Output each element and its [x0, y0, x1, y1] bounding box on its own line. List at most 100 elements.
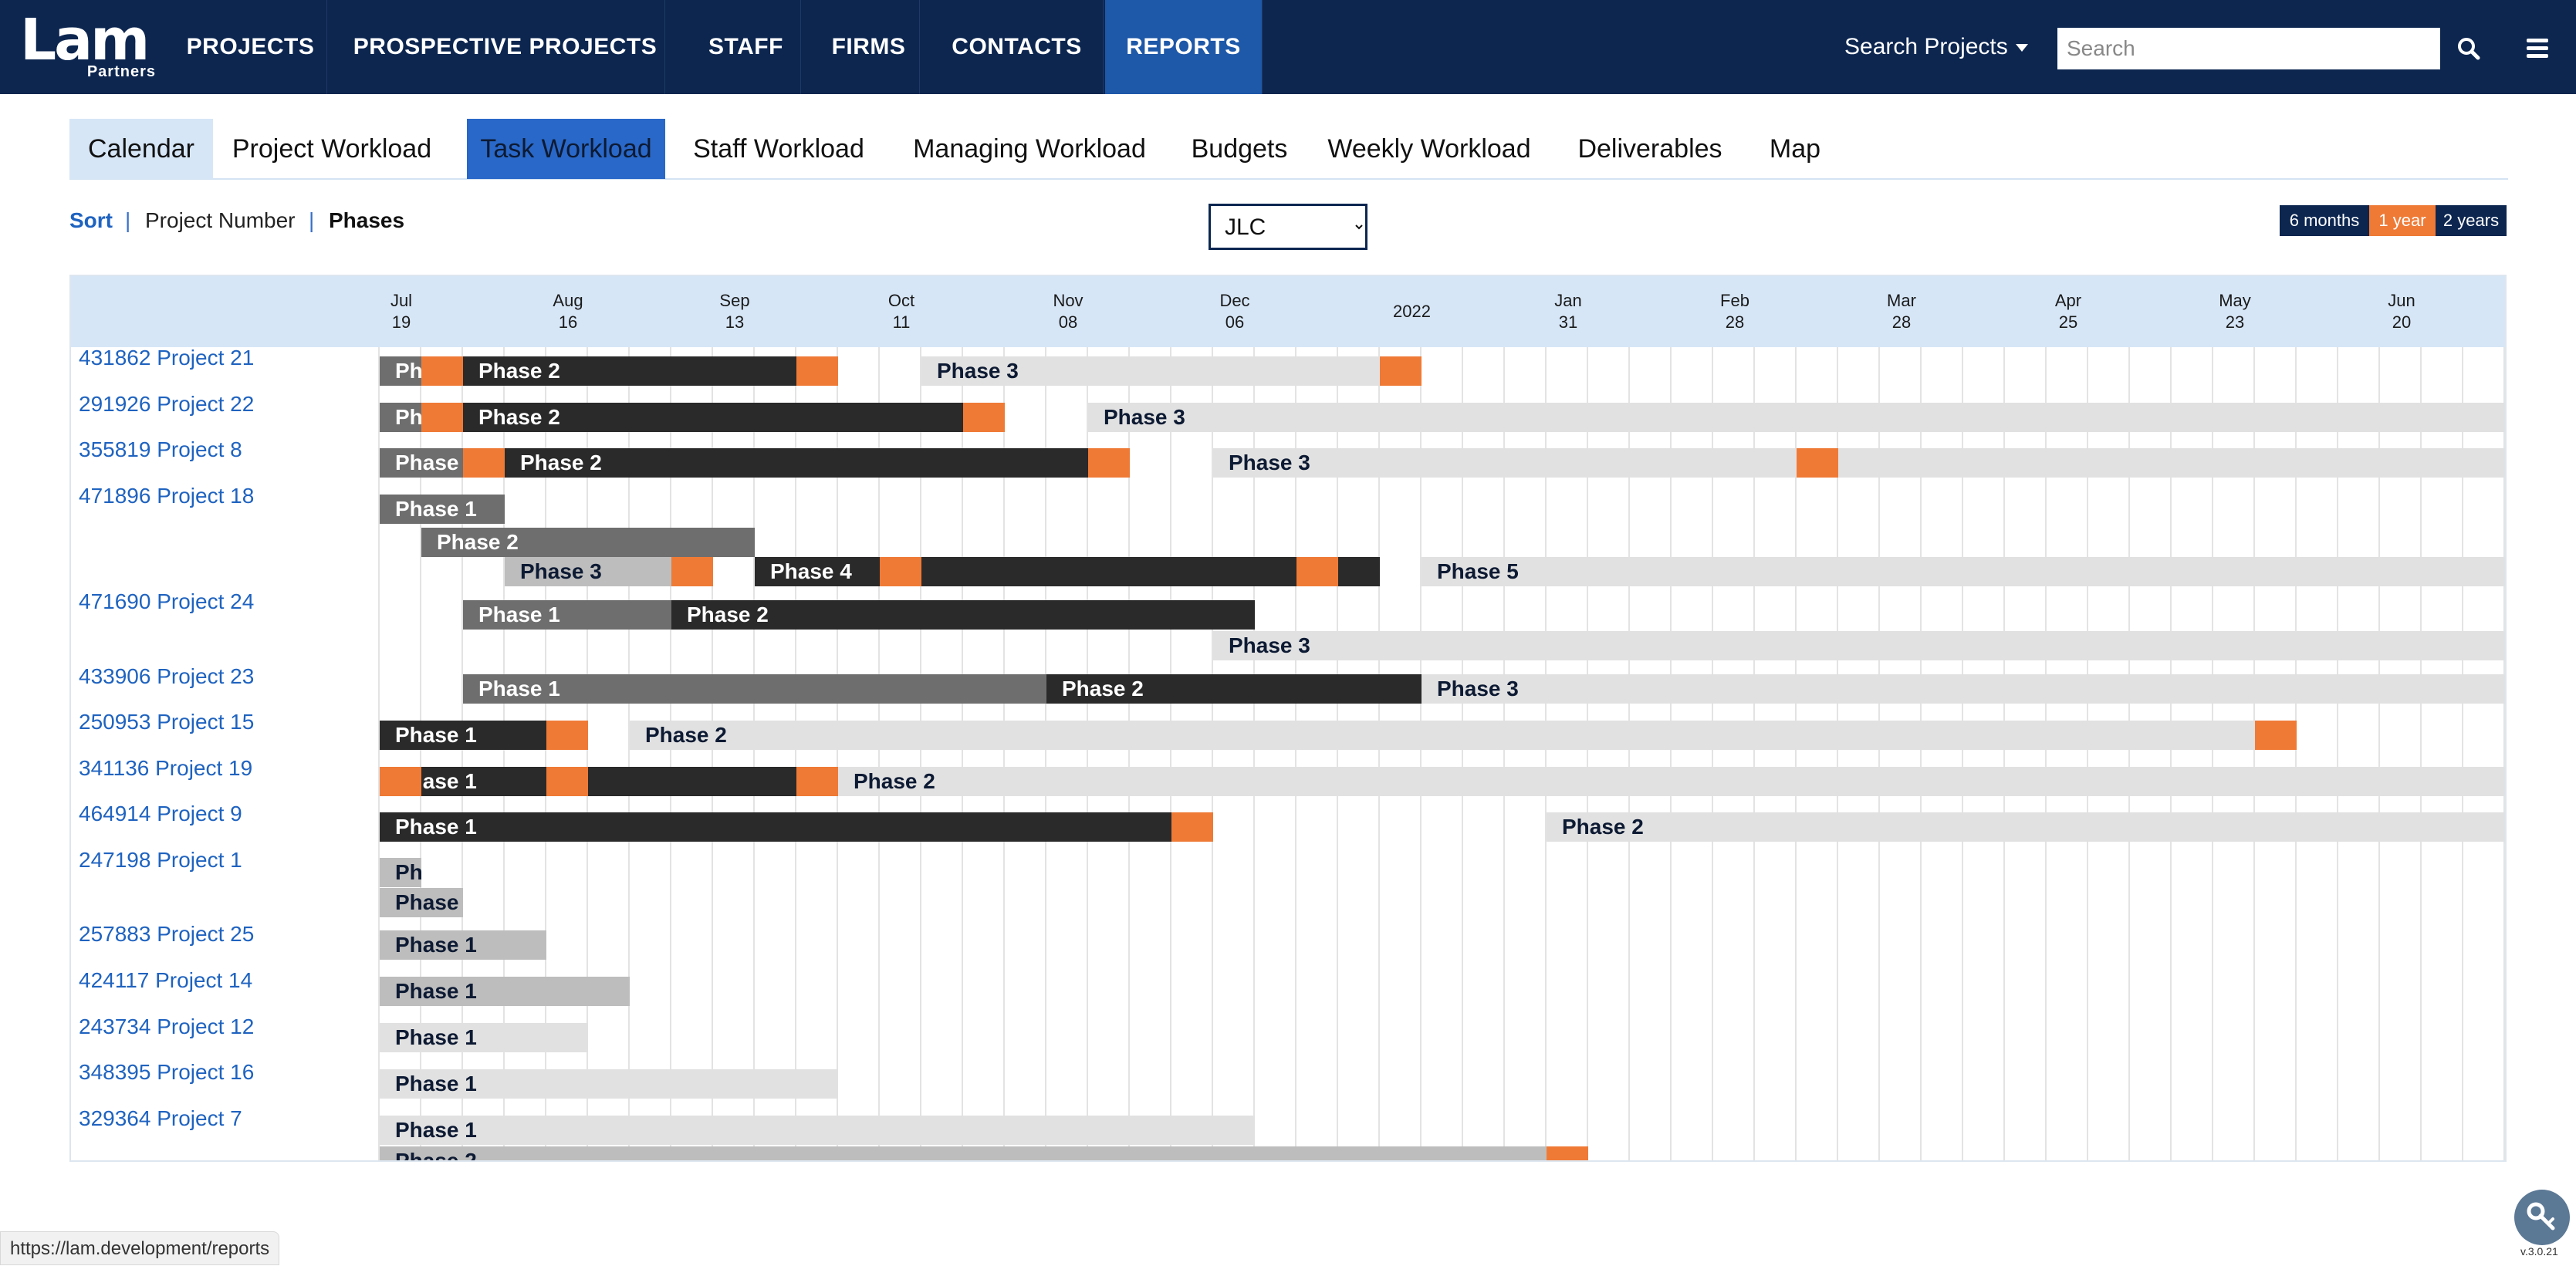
nav-prospective-projects[interactable]: PROSPECTIVE PROJECTS — [346, 0, 665, 94]
deadline-marker[interactable] — [421, 403, 463, 432]
gridline — [1545, 347, 1547, 1160]
project-row-label[interactable]: 247198 Project 1 — [79, 848, 242, 872]
phase-bar[interactable]: Phase 1 — [380, 812, 1171, 842]
deadline-marker[interactable] — [1171, 812, 1213, 842]
project-row-label[interactable]: 250953 Project 15 — [79, 710, 255, 734]
deadline-marker[interactable] — [2255, 721, 2297, 750]
deadline-marker[interactable] — [1380, 356, 1422, 386]
gridline — [2087, 347, 2088, 1160]
project-row-label[interactable]: 424117 Project 14 — [79, 968, 253, 992]
deadline-marker[interactable] — [1547, 1146, 1588, 1160]
deadline-marker[interactable] — [380, 767, 421, 796]
deadline-marker[interactable] — [421, 356, 463, 386]
range-1-year[interactable]: 1 year — [2369, 205, 2436, 236]
nav-projects[interactable]: PROJECTS — [174, 0, 327, 94]
phase-bar[interactable]: Phase 1 — [463, 600, 671, 630]
deadline-marker[interactable] — [1088, 448, 1130, 478]
nav-firms[interactable]: FIRMS — [818, 0, 920, 94]
gridline — [1378, 347, 1380, 1160]
tab-staff-workload[interactable]: Staff Workload — [693, 134, 864, 164]
phase-bar[interactable]: Phase 2 — [630, 721, 2255, 750]
search-scope-dropdown[interactable]: Search Projects — [1844, 0, 2028, 94]
project-row-label[interactable]: 433906 Project 23 — [79, 664, 255, 688]
sort-label[interactable]: Sort — [69, 208, 113, 232]
phase-bar[interactable]: Phase 1 — [380, 767, 796, 796]
tab-project-workload[interactable]: Project Workload — [232, 134, 432, 164]
search-icon[interactable] — [2451, 31, 2486, 66]
phase-bar[interactable]: Phase 3 — [1213, 631, 2505, 660]
gridline — [2462, 347, 2463, 1160]
sort-option-phases[interactable]: Phases — [329, 208, 405, 232]
project-row-label[interactable]: 464914 Project 9 — [79, 802, 242, 825]
phase-bar[interactable]: Phase 5 — [1422, 557, 2505, 586]
phase-bar[interactable]: Phase 1 — [380, 977, 630, 1006]
phase-bar[interactable]: Phase 2 — [421, 528, 755, 557]
tab-managing-workload[interactable]: Managing Workload — [913, 134, 1146, 164]
phase-bar[interactable]: Phase 3 — [921, 356, 1380, 386]
project-row-label[interactable]: 348395 Project 16 — [79, 1060, 255, 1084]
tab-budgets[interactable]: Budgets — [1191, 134, 1288, 164]
tab-calendar[interactable]: Calendar — [69, 119, 213, 179]
project-row-label[interactable]: 291926 Project 22 — [79, 392, 255, 416]
deadline-marker[interactable] — [963, 403, 1005, 432]
search-input[interactable] — [2057, 28, 2440, 69]
phase-bar[interactable]: Phase 3 — [1088, 403, 2505, 432]
phase-bar[interactable]: Phase 2 — [505, 448, 1088, 478]
deadline-marker[interactable] — [671, 557, 713, 586]
timeline-header-label: Mar 28 — [1887, 291, 1916, 332]
deadline-marker[interactable] — [880, 557, 921, 586]
gridline — [2045, 347, 2047, 1160]
project-row-label[interactable]: 257883 Project 25 — [79, 922, 255, 946]
project-row-label[interactable]: 341136 Project 19 — [79, 756, 253, 780]
phase-bar[interactable]: Phase 1 — [380, 930, 546, 960]
phase-bar[interactable]: Phase 2 — [380, 1146, 1588, 1160]
phase-bar[interactable]: Phase 1 — [380, 1023, 588, 1052]
range-6-months[interactable]: 6 months — [2280, 205, 2369, 236]
gridline — [2378, 347, 2380, 1160]
phase-bar[interactable]: Phase 2 — [838, 767, 2505, 796]
project-row-label[interactable]: 471690 Project 24 — [79, 589, 255, 613]
tab-weekly-workload[interactable]: Weekly Workload — [1327, 134, 1531, 164]
deadline-marker[interactable] — [546, 767, 588, 796]
phase-bar[interactable]: Phase 1 — [380, 495, 505, 524]
timeline-header-label: Jun 20 — [2388, 291, 2415, 332]
project-row-label[interactable]: 431862 Project 21 — [79, 346, 255, 370]
project-row-label[interactable]: 329364 Project 7 — [79, 1106, 242, 1130]
staff-select[interactable]: JLC — [1209, 204, 1367, 250]
nav-staff[interactable]: STAFF — [691, 0, 801, 94]
deadline-marker[interactable] — [796, 767, 838, 796]
phase-bar[interactable]: Phase 1 — [380, 1069, 838, 1099]
phase-bar[interactable]: Phase 2 — [380, 888, 463, 917]
gridline — [2337, 347, 2338, 1160]
phase-bar[interactable]: Phase 3 — [1422, 674, 2505, 704]
sort-option-project-number[interactable]: Project Number — [145, 208, 296, 232]
nav-contacts[interactable]: CONTACTS — [931, 0, 1104, 94]
project-row-label[interactable]: 243734 Project 12 — [79, 1014, 255, 1038]
range-2-years[interactable]: 2 years — [2436, 205, 2507, 236]
deadline-marker[interactable] — [463, 448, 505, 478]
phase-bar[interactable]: Phase 1 — [380, 1116, 1255, 1145]
deadline-marker[interactable] — [796, 356, 838, 386]
hamburger-menu-icon[interactable] — [2524, 34, 2554, 62]
nav-reports[interactable]: REPORTS — [1105, 0, 1263, 94]
deadline-marker[interactable] — [1797, 448, 1838, 478]
phase-bar[interactable]: Phase 1 — [463, 674, 1046, 704]
project-row-label[interactable]: 471896 Project 18 — [79, 484, 255, 508]
phase-bar[interactable]: Phase 2 — [463, 356, 796, 386]
tab-deliverables[interactable]: Deliverables — [1577, 134, 1722, 164]
tab-task-workload[interactable]: Task Workload — [467, 119, 665, 179]
tab-map[interactable]: Map — [1769, 134, 1821, 164]
project-row-label[interactable]: 355819 Project 8 — [79, 437, 242, 461]
phase-bar[interactable]: Phase 1 — [380, 721, 546, 750]
phase-bar[interactable]: Phase 2 — [1046, 674, 1422, 704]
deadline-marker[interactable] — [1296, 557, 1338, 586]
key-icon[interactable] — [2514, 1190, 2570, 1245]
lam-partners-logo[interactable]: Lam Partners — [20, 9, 156, 80]
phase-bar[interactable]: Phase 2 — [1547, 812, 2505, 842]
phase-bar[interactable]: Phase 2 — [463, 403, 963, 432]
phase-bar[interactable]: Phase 1 — [380, 858, 421, 887]
phase-bar[interactable]: Phase 2 — [671, 600, 1255, 630]
deadline-marker[interactable] — [546, 721, 588, 750]
phase-bar[interactable]: Phase 3 — [1213, 448, 2505, 478]
phase-bar[interactable]: Phase 4 — [755, 557, 1380, 586]
